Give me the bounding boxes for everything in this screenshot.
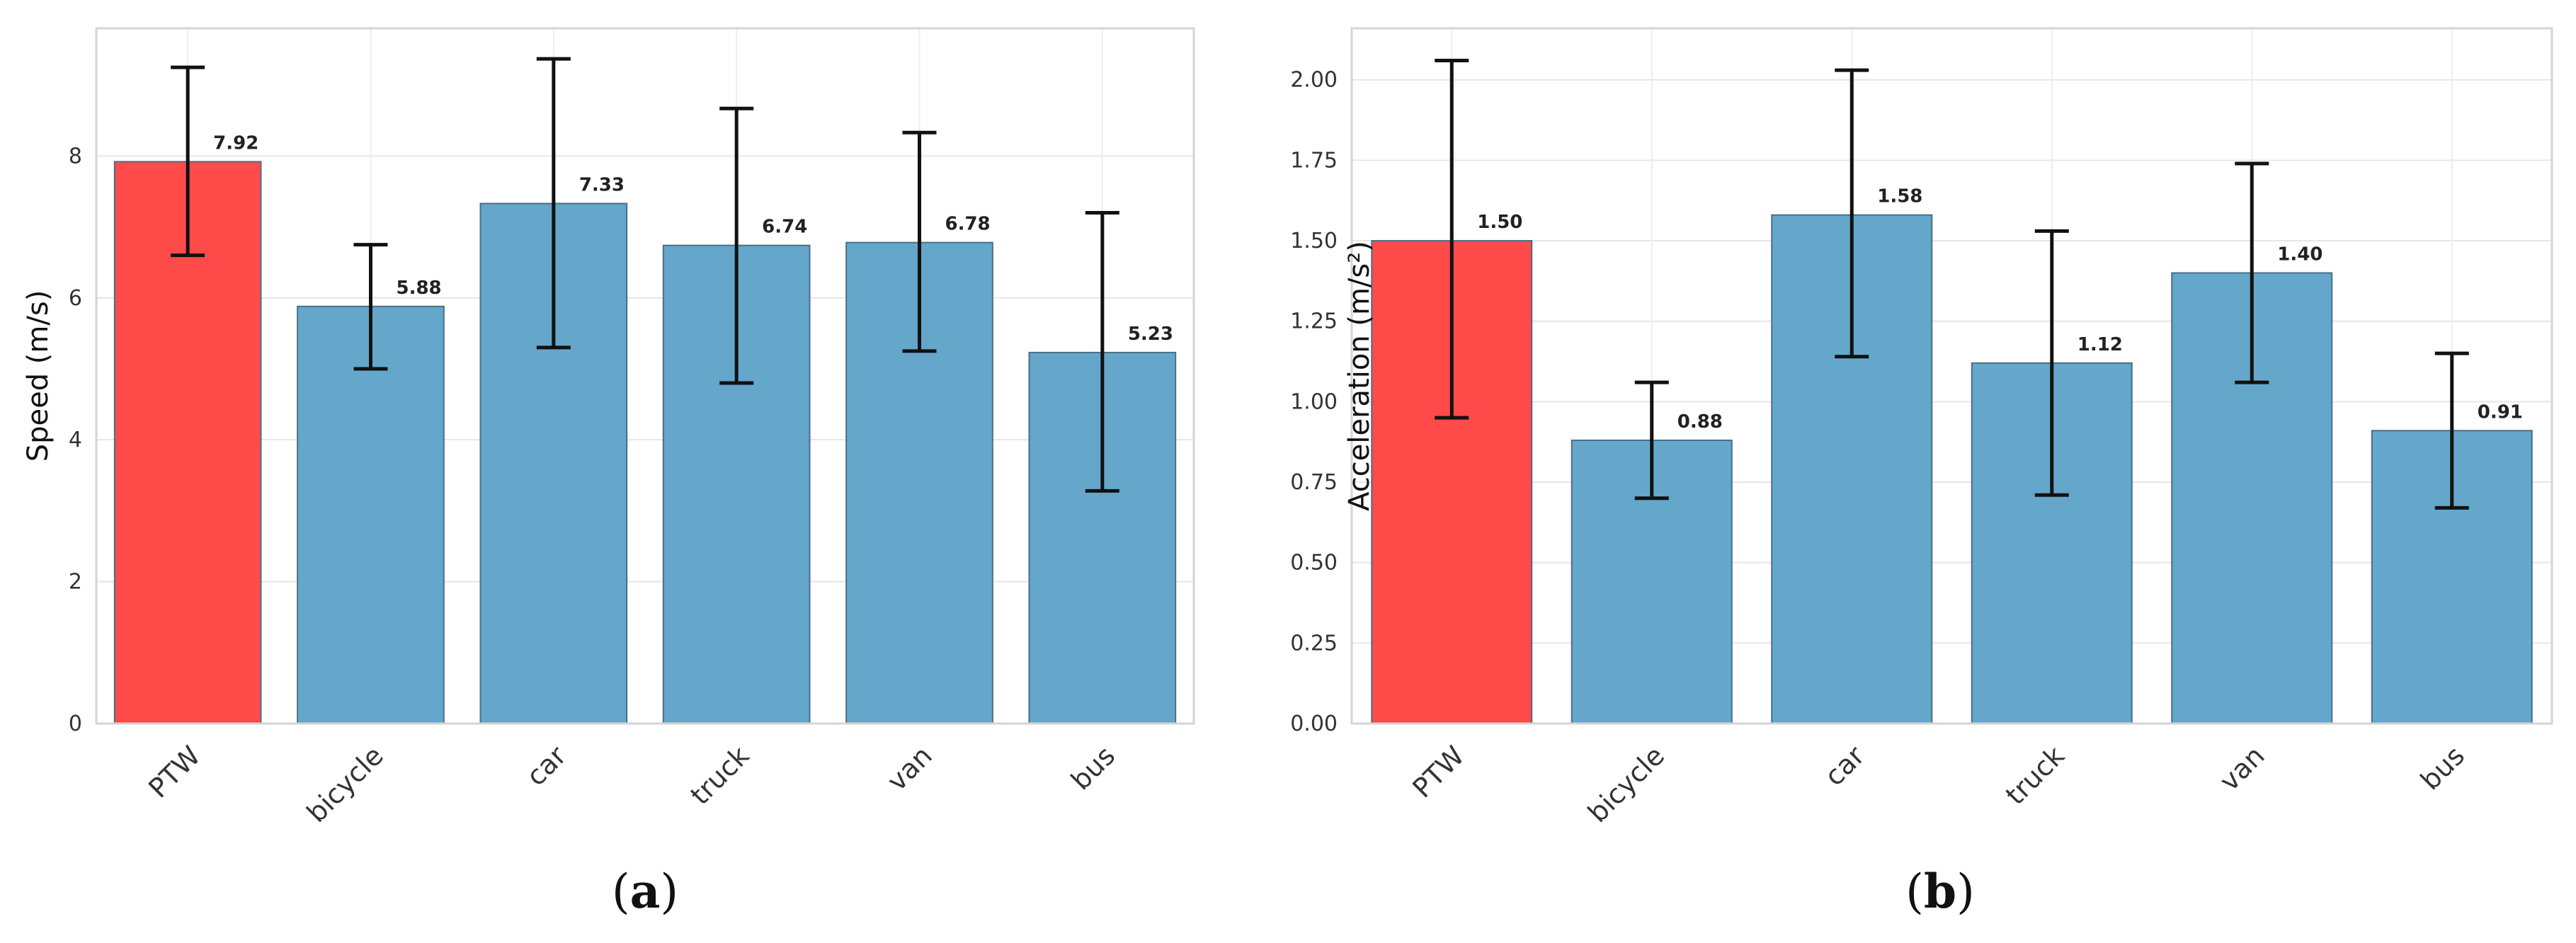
plot-area bbox=[96, 28, 1194, 724]
x-tick-label: truck bbox=[684, 740, 755, 811]
x-tick-label: bus bbox=[2415, 740, 2470, 796]
plot-frame bbox=[95, 27, 1195, 725]
y-tick-label: 6 bbox=[69, 286, 82, 311]
y-tick-label: 0.00 bbox=[1290, 711, 1338, 736]
y-tick-label: 1.75 bbox=[1290, 148, 1338, 173]
plot-frame bbox=[1350, 27, 2553, 725]
bar-bicycle bbox=[297, 305, 445, 724]
x-tick-label: bus bbox=[1065, 740, 1121, 796]
y-tick-label: 4 bbox=[69, 428, 82, 452]
chart-panel-a: 7.92 5.88 7.33 6.74 6.78 5.23 0 2 4 6 8 PTW bicycle c… bbox=[22, 27, 1195, 919]
x-tick-label: truck bbox=[2000, 740, 2070, 811]
x-tick-label: car bbox=[520, 740, 573, 792]
value-label: 1.12 bbox=[2078, 334, 2123, 355]
x-tick-label: car bbox=[1818, 740, 1871, 792]
x-tick-label: van bbox=[881, 740, 938, 797]
y-tick-label: 2.00 bbox=[1290, 68, 1338, 93]
x-tick-label: bicycle bbox=[1582, 740, 1670, 828]
x-tick-label: PTW bbox=[142, 740, 206, 804]
y-tick-label: 1.25 bbox=[1290, 309, 1338, 334]
y-tick-label: 8 bbox=[69, 144, 82, 168]
y-tick-label: 1.00 bbox=[1290, 389, 1338, 414]
y-tick-label: 0.25 bbox=[1290, 631, 1338, 656]
value-label: 6.78 bbox=[945, 214, 991, 235]
y-tick-label: 2 bbox=[69, 570, 82, 595]
value-label: 7.33 bbox=[579, 175, 625, 196]
value-label: 7.92 bbox=[213, 132, 258, 154]
y-tick-label: 0.50 bbox=[1290, 551, 1338, 576]
panel-caption: (b) bbox=[1905, 864, 1975, 919]
panel-caption: (a) bbox=[612, 864, 678, 919]
plot-area bbox=[1352, 28, 2552, 724]
value-label: 0.88 bbox=[1677, 411, 1723, 433]
chart-panel-b: 1.50 0.88 1.58 1.12 1.40 0.91 0.00 0.25 0.50 0.75… bbox=[1290, 27, 2553, 919]
y-axis-label: Speed (m/s) bbox=[22, 290, 55, 462]
value-label: 5.88 bbox=[397, 278, 442, 299]
value-label: 1.58 bbox=[1877, 186, 1922, 207]
y-axis-label: Acceleration (m/s²) bbox=[1343, 241, 1376, 511]
x-tick-label: bicycle bbox=[301, 740, 389, 828]
value-label: 1.50 bbox=[1477, 212, 1522, 233]
y-tick-label: 1.50 bbox=[1290, 229, 1338, 253]
value-label: 5.23 bbox=[1128, 324, 1173, 345]
y-tick-label: 0.75 bbox=[1290, 470, 1338, 495]
value-label: 1.40 bbox=[2277, 244, 2323, 265]
value-label: 0.91 bbox=[2478, 401, 2523, 423]
y-tick-label: 0 bbox=[69, 711, 82, 736]
x-tick-label: PTW bbox=[1406, 740, 1470, 804]
value-label: 6.74 bbox=[762, 217, 807, 238]
x-tick-label: van bbox=[2213, 740, 2271, 797]
